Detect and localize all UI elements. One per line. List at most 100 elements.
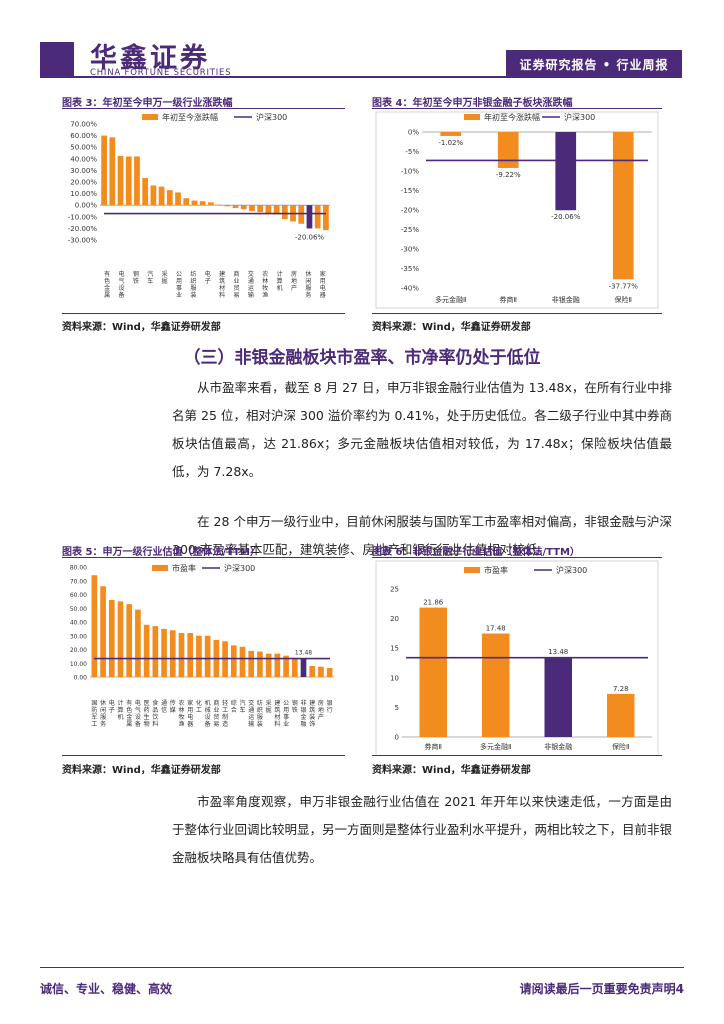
fig5-category-label-char: 钢: [292, 699, 298, 707]
fig5-category-label-char: 电: [187, 713, 193, 721]
fig5-category-label-char: 地: [318, 706, 324, 714]
fig5-bar: [178, 633, 185, 677]
fig3-bar: [298, 205, 305, 224]
fig4-bar: [612, 132, 634, 280]
fig5-bar: [239, 646, 246, 677]
fig5-category-label: 钢铁: [292, 699, 298, 714]
fig3-category-label-char: 产: [291, 284, 297, 292]
fig3-ytick: 50.00%: [70, 144, 97, 152]
figure-4-title: 图表 4：年初至今申万非银金融子板块涨跌幅: [372, 98, 573, 109]
fig5-category-label-char: 生: [144, 713, 150, 721]
fig6-ytick: 15: [390, 645, 399, 653]
fig3-category-label-char: 纺: [190, 270, 196, 278]
fig3-legend-bar-swatch: [142, 114, 158, 120]
fig6-data-label: 21.86: [423, 599, 444, 607]
fig3-bar: [216, 204, 222, 206]
fig5-bar: [117, 601, 124, 677]
fig6-ytick: 10: [390, 674, 399, 682]
figure-6-rule: [372, 557, 662, 558]
fig5-category-label-char: 电: [135, 699, 141, 707]
fig5-category-label: 房地产: [318, 699, 324, 721]
header-rule: [40, 76, 506, 78]
fig6-ytick: 0: [395, 734, 399, 742]
fig5-bar: [265, 653, 272, 677]
fig5-category-label-char: 饮: [152, 713, 158, 721]
fig5-category-label: 化工: [196, 699, 202, 714]
fig5-category-label-char: 饰: [309, 720, 315, 728]
fig5-category-label-char: 工: [222, 707, 228, 714]
fig5-bar: [135, 609, 141, 677]
fig5-category-label-char: 造: [222, 720, 228, 728]
figure-6-title: 图表 6：非银金融子行业估值（整体法/TTM）: [372, 547, 580, 558]
figure-3-bottom-rule: [62, 313, 345, 314]
fig3-category-label-char: 公: [176, 271, 182, 278]
fig5-category-label-char: 气: [135, 706, 141, 714]
fig3-bar: [273, 205, 280, 215]
fig6-legend-line-label: 沪深300: [556, 565, 587, 575]
fig3-category-label-char: 通: [248, 277, 254, 285]
fig3-category-label-char: 备: [119, 291, 125, 299]
fig3-bar: [134, 156, 140, 206]
fig3-ytick: 0.00%: [75, 202, 98, 210]
fig5-ytick: 40.00: [70, 620, 87, 627]
fig4-legend-bar-label: 年初至今涨跌幅: [484, 112, 540, 122]
fig5-category-label-char: 林: [178, 706, 184, 714]
fig5-category-label-char: 输: [248, 720, 254, 728]
fig3-category-label-char: 服: [190, 285, 196, 292]
fig5-bar: [309, 666, 316, 677]
fig5-category-label-char: 行: [327, 706, 333, 714]
fig3-bar: [323, 205, 329, 231]
fig3-bar: [240, 205, 247, 210]
fig3-ytick: 30.00%: [70, 167, 97, 175]
fig4-ytick: 0%: [408, 129, 419, 137]
figure-3-rule: [62, 108, 345, 109]
fig3-bar: [306, 205, 313, 229]
fig5-category-label-char: 纺: [257, 699, 263, 707]
fig5-ytick: 50.00: [70, 606, 87, 613]
fig3-category-label-char: 器: [320, 292, 326, 299]
fig5-category-label-char: 运: [248, 713, 254, 721]
fig3-category-label-char: 输: [248, 291, 254, 299]
fig5-category-label-char: 务: [100, 720, 106, 728]
fig3-category-label-char: 房: [291, 270, 297, 278]
fig4-bar: [440, 132, 462, 136]
fig3-category-label-char: 铁: [133, 277, 139, 285]
fig3-category-label-char: 业: [234, 277, 240, 285]
footer-disclaimer: 请阅读最后一页重要免责声明4: [519, 982, 684, 996]
fig5-category-label-char: 易: [213, 721, 219, 728]
fig6-data-label: 7.28: [613, 685, 629, 693]
fig3-ytick: 10.00%: [70, 190, 97, 198]
fig3-category-label-char: 材: [219, 284, 225, 292]
fig5-category-label-char: 建: [274, 699, 280, 707]
fig4-bar: [555, 132, 577, 211]
figure-4-source: 资料来源：Wind，华鑫证券研发部: [372, 322, 531, 333]
fig5-category-label-char: 医: [144, 700, 150, 707]
fig5-category-label: 通信: [161, 699, 167, 714]
fig3-category-label-char: 属: [104, 292, 110, 299]
fig3-category-label-char: 建: [219, 270, 225, 278]
fig3-category-label-char: 掘: [162, 277, 168, 285]
fig5-category-label-char: 采: [266, 699, 272, 707]
fig5-category-label-char: 车: [239, 706, 245, 714]
fig5-category-label-char: 防: [91, 706, 97, 714]
logo-mark-icon: [40, 42, 74, 76]
fig3-category-label-char: 渔: [262, 291, 268, 299]
fig5-bar: [283, 655, 289, 677]
fig4-frame: [375, 111, 659, 309]
fig3-bar: [199, 201, 206, 206]
fig3-category-label-char: 业: [176, 291, 182, 299]
fig3-category-label-char: 闲: [305, 277, 311, 285]
logo-subtitle: CHINA FORTUNE SECURITIES: [90, 68, 232, 78]
